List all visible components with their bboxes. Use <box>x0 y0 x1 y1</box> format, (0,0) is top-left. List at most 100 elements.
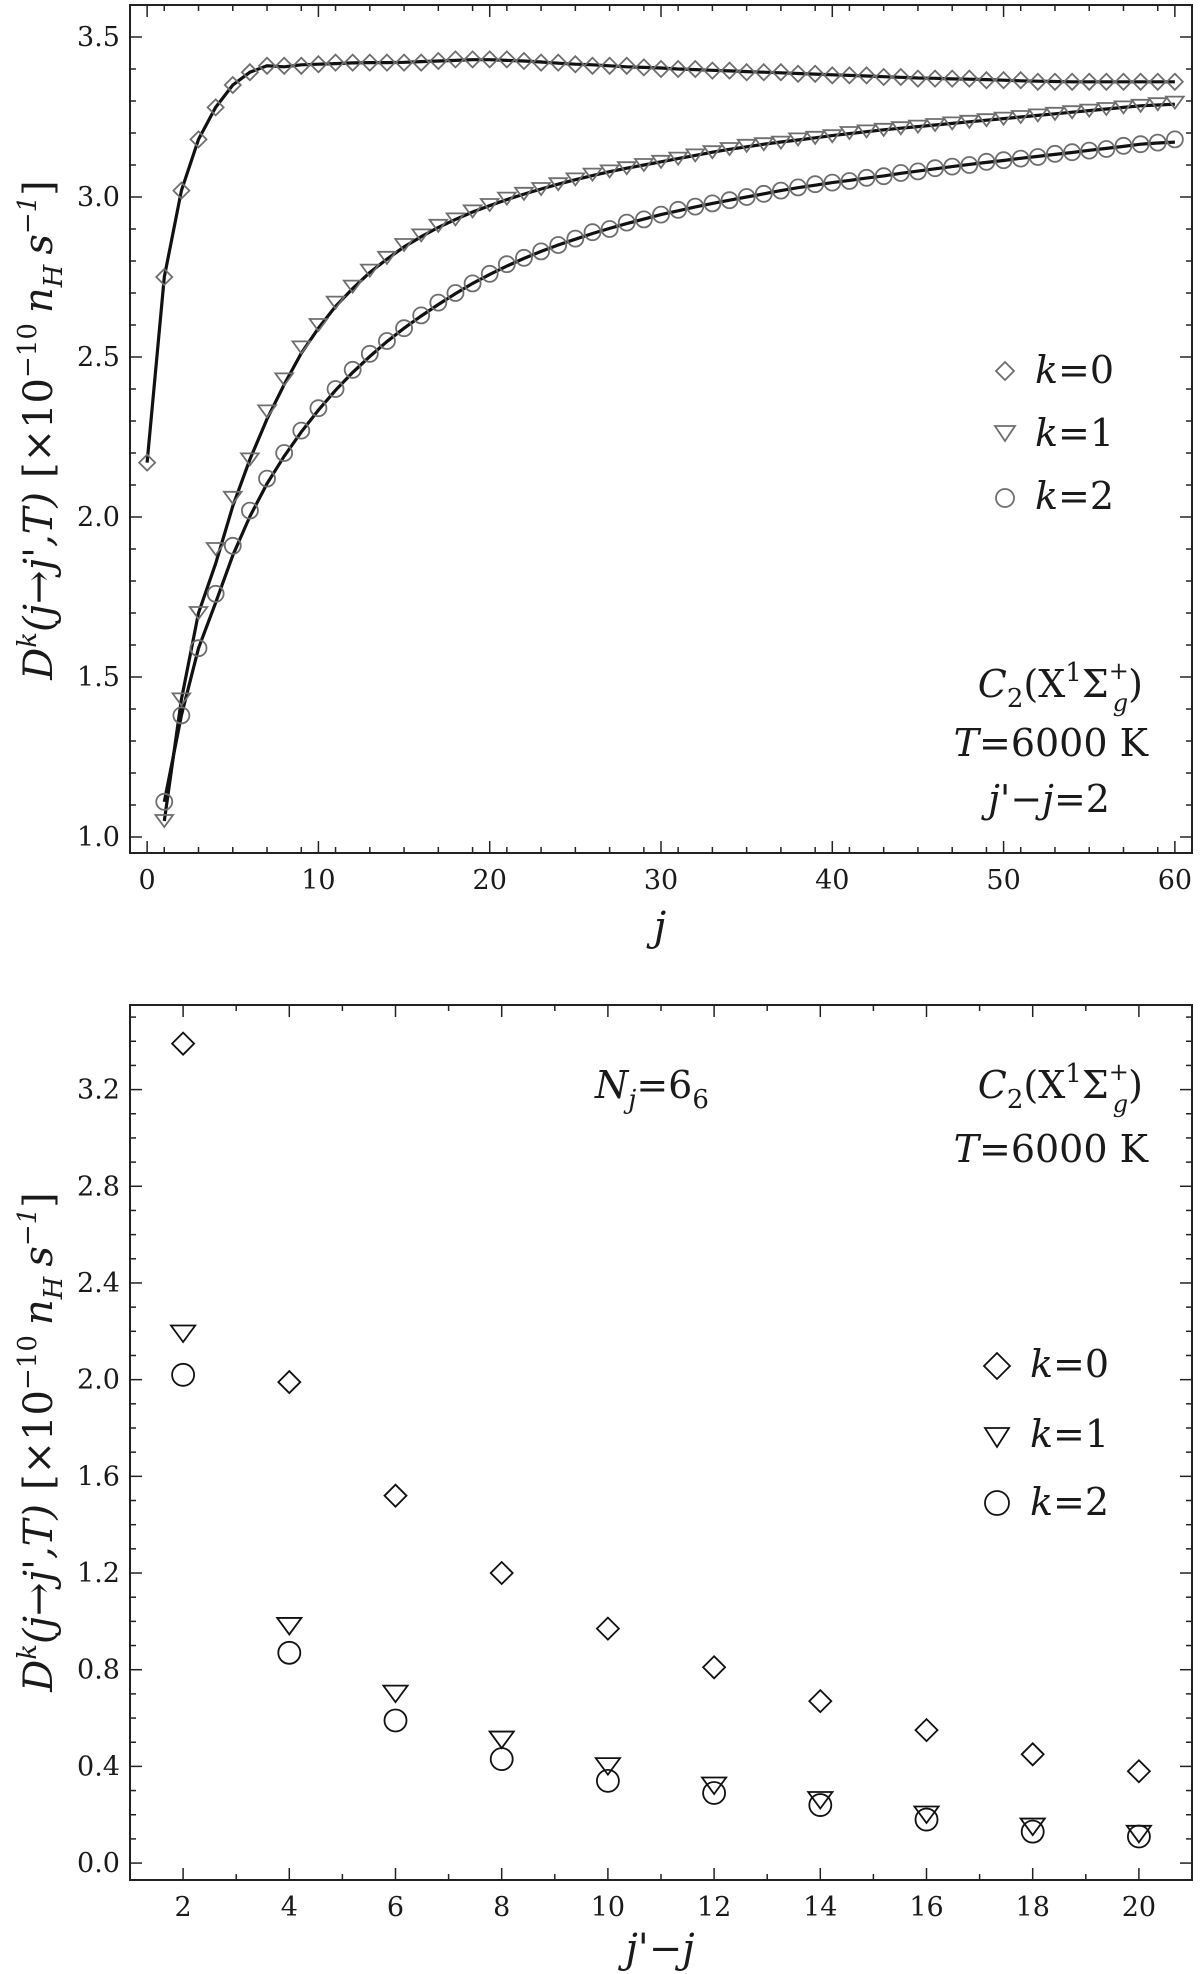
data-point-k2 <box>258 469 276 488</box>
data-point-k0 <box>874 67 893 87</box>
y-tick-label: 2.0 <box>77 502 120 533</box>
data-point-k1 <box>1018 1817 1047 1837</box>
data-point-k0 <box>754 62 774 82</box>
data-point-k2 <box>1131 135 1150 154</box>
data-point-k1 <box>594 1757 622 1777</box>
circle-marker-icon <box>995 488 1015 508</box>
y-tick-label: 2.5 <box>77 342 120 373</box>
data-point-k2 <box>171 1362 196 1387</box>
legend-item-k0: k=0 <box>982 1342 1109 1386</box>
data-point-k1 <box>821 129 843 144</box>
data-point-k2 <box>857 168 876 187</box>
data-point-k2 <box>702 1781 726 1805</box>
data-point-k0 <box>497 50 517 69</box>
data-point-k2 <box>309 399 328 418</box>
data-point-k2 <box>549 236 568 254</box>
data-point-k1 <box>975 113 998 128</box>
x-tick-label: 30 <box>644 865 678 896</box>
y-tick-label: 2.0 <box>77 1365 120 1396</box>
data-point-k0 <box>514 51 534 71</box>
x-tick-label: 0 <box>139 865 156 896</box>
data-point-k1 <box>701 145 723 160</box>
data-point-k0 <box>977 70 996 90</box>
svg-text:k=0: k=0 <box>1035 348 1114 392</box>
data-point-k2 <box>412 306 431 325</box>
temperature-label: T=6000 K <box>954 1127 1149 1171</box>
data-point-k0 <box>480 50 499 69</box>
x-axis-title: j <box>646 904 666 950</box>
data-point-k1 <box>1078 103 1100 119</box>
data-point-k1 <box>1061 105 1083 120</box>
data-point-k2 <box>1080 141 1099 160</box>
data-point-k1 <box>487 1730 516 1750</box>
data-point-k0 <box>891 67 911 87</box>
bottom-panel: 2 4 6 8 10 12 14 16 18 20 0.0 0.4 0.8 1.2 1.6 2.0 2.4 2.8… <box>13 1004 1193 1972</box>
svg-text:k=2: k=2 <box>1030 1480 1109 1524</box>
data-point-k0 <box>651 59 671 79</box>
temperature-label: T=6000 K <box>954 721 1149 765</box>
data-point-k1 <box>530 182 552 197</box>
svg-text:k=1: k=1 <box>1035 411 1114 455</box>
data-point-k0 <box>137 453 157 472</box>
legend: k=0 k=1 k=2 <box>982 1342 1109 1524</box>
data-point-k1 <box>381 1684 410 1704</box>
data-point-k1 <box>359 263 381 279</box>
data-point-k2 <box>943 157 962 176</box>
y-tick-label: 3.0 <box>77 182 120 213</box>
data-point-k1 <box>342 279 364 295</box>
data-point-k2 <box>489 1747 514 1772</box>
data-point-k0 <box>223 75 243 95</box>
data-point-k0 <box>377 53 397 72</box>
species-label: C2(X1Σ+ g) <box>978 657 1143 717</box>
data-point-k1 <box>924 118 946 133</box>
fit-curve-k0 <box>145 58 1175 463</box>
data-point-k2 <box>395 319 413 338</box>
data-point-k1 <box>787 132 809 147</box>
y-tick-label: 0.4 <box>77 1751 120 1782</box>
data-point-k2 <box>583 223 602 242</box>
data-point-k0 <box>737 62 756 82</box>
data-point-k1 <box>616 161 638 176</box>
data-point-k0 <box>703 61 722 80</box>
data-point-k2 <box>277 1640 302 1665</box>
data-point-k2 <box>634 210 653 229</box>
nj-label: Nj=66 <box>594 1063 709 1115</box>
data-point-k0 <box>360 53 380 72</box>
tick-marks <box>130 4 1192 853</box>
data-point-k1 <box>650 154 672 170</box>
x-tick-label: 50 <box>986 865 1020 896</box>
y-tick-label: 2.4 <box>77 1268 120 1299</box>
data-point-k1 <box>700 1776 728 1796</box>
data-point-k2 <box>1046 144 1064 163</box>
data-point-k0 <box>531 53 551 72</box>
data-point-k0 <box>942 69 962 88</box>
data-point-k0 <box>617 56 637 76</box>
data-point-k1 <box>170 692 192 707</box>
data-point-k0 <box>1045 72 1065 92</box>
data-point-k1 <box>513 186 535 202</box>
tick-marks <box>130 1005 1192 1880</box>
tick-labels: 2 4 6 8 10 12 14 16 18 20 0.0 0.4 0.8 1.2 1.6 2.0 2.4 2.8… <box>77 1075 1156 1923</box>
data-point-k0 <box>429 51 448 71</box>
svg-text:k=0: k=0 <box>1030 1342 1109 1386</box>
data-point-k0 <box>583 56 602 76</box>
data-point-k0 <box>805 64 825 84</box>
data-point-k1 <box>376 250 398 266</box>
y-tick-label: 1.6 <box>77 1461 120 1492</box>
data-point-k0 <box>566 54 585 74</box>
data-point-k2 <box>429 293 448 312</box>
data-point-k0 <box>463 50 482 69</box>
data-point-k2 <box>532 242 550 261</box>
data-point-k1 <box>1112 100 1135 115</box>
x-tick-label: 4 <box>281 1892 298 1923</box>
data-point-k1 <box>941 116 963 131</box>
data-point-k1 <box>1044 106 1066 122</box>
data-point-k1 <box>907 119 929 135</box>
data-point-k0 <box>1148 72 1168 92</box>
data-point-k1 <box>275 1617 304 1636</box>
data-point-k2 <box>292 421 311 440</box>
x-tick-label: 40 <box>815 865 849 896</box>
data-point-k0 <box>1126 1758 1152 1784</box>
data-point-k2 <box>926 159 944 178</box>
data-point-k1 <box>1147 97 1169 112</box>
